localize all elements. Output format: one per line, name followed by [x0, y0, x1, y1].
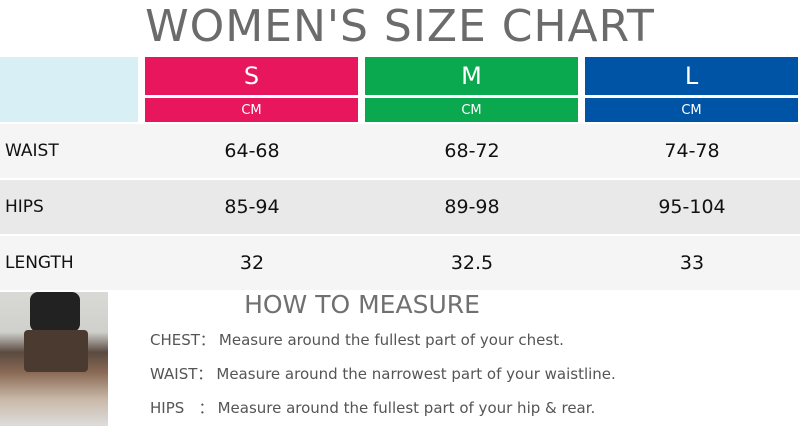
cell-value: 33 — [679, 252, 705, 274]
measure-label: WAIST： — [150, 365, 213, 383]
row-label: WAIST — [5, 141, 59, 161]
cell-value: 95-104 — [658, 196, 726, 218]
measure-text: Measure around the fullest part of your … — [217, 399, 596, 417]
size-header: L — [585, 57, 798, 95]
measure-text: Measure around the fullest part of your … — [218, 331, 564, 349]
measure-label: CHEST： — [150, 331, 215, 349]
size-unit: CM — [145, 98, 358, 122]
cell-value: 85-94 — [224, 196, 280, 218]
measure-text: Measure around the narrowest part of you… — [216, 365, 616, 383]
measure-item: CHEST： Measure around the fullest part of… — [150, 329, 564, 350]
size-unit: CM — [585, 98, 798, 122]
photo-skirt — [24, 330, 88, 372]
photo-top — [30, 292, 80, 332]
measure-item: HIPS ： Measure around the fullest part of… — [150, 397, 595, 418]
cell-value: 89-98 — [444, 196, 500, 218]
size-header: M — [365, 57, 578, 95]
measure-title: HOW TO MEASURE — [244, 290, 480, 319]
model-photo — [0, 292, 108, 426]
table-row: WAIST 64-68 68-72 74-78 — [0, 124, 800, 178]
table-row: LENGTH 32 32.5 33 — [0, 236, 800, 290]
corner-cell — [0, 57, 138, 122]
cell-value: 68-72 — [444, 140, 500, 162]
title: WOMEN'S SIZE CHART — [145, 1, 655, 52]
cell-value: 32 — [239, 252, 265, 274]
measure-label: HIPS ： — [150, 399, 214, 417]
cell-value: 64-68 — [224, 140, 280, 162]
size-unit: CM — [365, 98, 578, 122]
row-label: HIPS — [5, 197, 44, 217]
cell-value: 74-78 — [664, 140, 720, 162]
size-header: S — [145, 57, 358, 95]
table-row: HIPS 85-94 89-98 95-104 — [0, 180, 800, 234]
row-label: LENGTH — [5, 253, 74, 273]
cell-value: 32.5 — [450, 252, 494, 274]
measure-item: WAIST： Measure around the narrowest part … — [150, 363, 616, 384]
